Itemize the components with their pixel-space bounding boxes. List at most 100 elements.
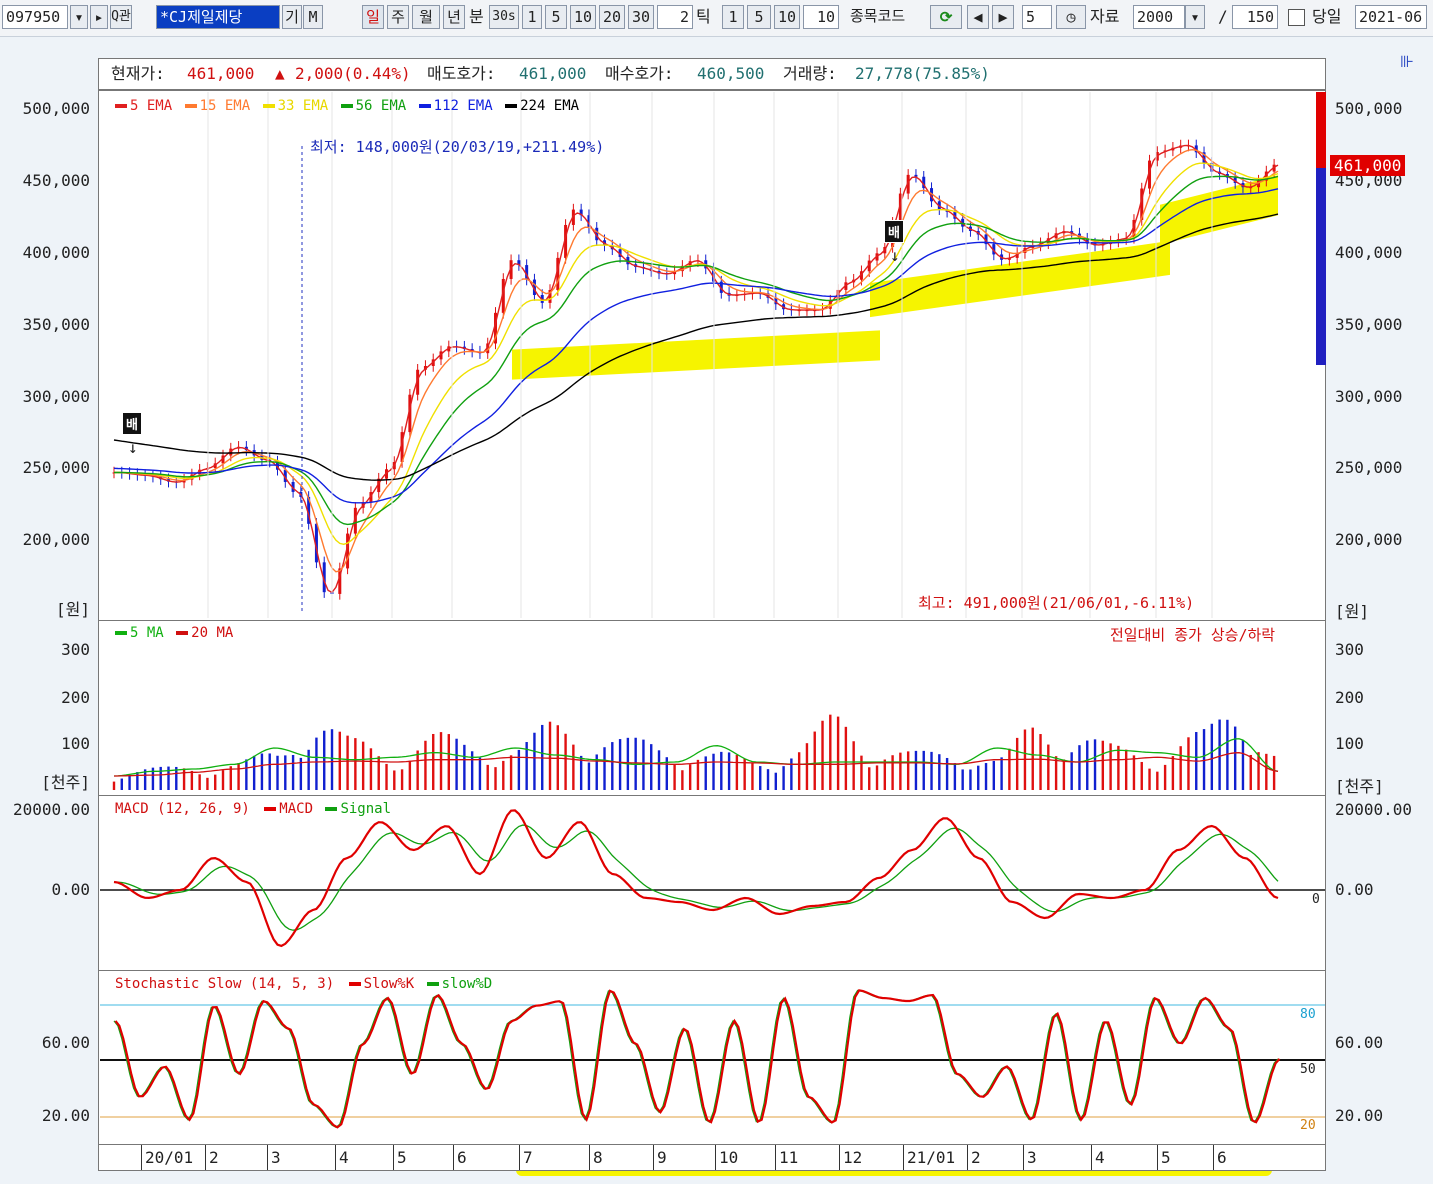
ema-line-33 (114, 162, 1279, 546)
next-icon[interactable]: ▶ (992, 5, 1014, 29)
gi-button[interactable]: 기 (282, 5, 302, 29)
period-day-button[interactable]: 일 (362, 5, 384, 29)
volume-bar (439, 732, 443, 790)
clock-icon[interactable]: ◷ (1056, 5, 1086, 29)
volume-bar (354, 738, 357, 790)
stoch-ytick-left: 60.00 (41, 1033, 90, 1052)
today-checkbox[interactable] (1288, 9, 1305, 26)
dropdown-arrow-icon[interactable]: ▾ (70, 5, 88, 29)
volume-bar (447, 734, 450, 790)
tick1-button[interactable]: 1 (722, 5, 744, 29)
stock-code-input[interactable]: 097950 (2, 5, 68, 29)
down-arrow-icon: ↓ (890, 246, 900, 265)
play-icon[interactable]: ▸ (90, 5, 108, 29)
x-tick: 5 (393, 1145, 407, 1170)
price-candle-body (400, 432, 404, 463)
volume-bar (906, 751, 910, 790)
volume-bar (790, 758, 793, 790)
volume-bar (151, 767, 155, 790)
tick10-button[interactable]: 10 (774, 5, 800, 29)
price-candle-body (532, 279, 536, 296)
volume-bar (945, 757, 949, 790)
price-candle-body (859, 271, 863, 280)
current-price-label: 현재가: (111, 64, 165, 83)
price-candle-body (618, 249, 622, 257)
volume-bar (112, 781, 116, 790)
volume-bar (245, 759, 248, 790)
legend-ma20: 20 MA (191, 625, 234, 641)
price-candle-body (338, 568, 342, 594)
period-week-button[interactable]: 주 (387, 5, 409, 29)
view-count-input[interactable]: 150 (1232, 5, 1278, 29)
volume-bar (759, 766, 762, 790)
price-candle-body (914, 174, 918, 177)
min1-button[interactable]: 1 (522, 5, 542, 29)
volume-bar (984, 763, 988, 790)
macd-ytick-right: 20000.00 (1335, 800, 1413, 819)
macd-panel[interactable] (98, 795, 1326, 971)
ema-line-5 (114, 144, 1279, 594)
step-input[interactable]: 5 (1022, 5, 1052, 29)
settings-icon[interactable]: ⊪ (1400, 52, 1414, 71)
price-candle-body (587, 215, 591, 228)
price-candle-body (291, 482, 295, 492)
volume-bar (1241, 740, 1245, 790)
volume-bar (969, 769, 972, 790)
price-candle-body (517, 260, 521, 266)
change-value: 2,000(0.44%) (295, 64, 411, 83)
macd-title: MACD (12, 26, 9) (115, 801, 250, 817)
legend-ema15: 15 EMA (199, 98, 251, 114)
volume-bar (1015, 737, 1019, 790)
search-icon[interactable]: Q관 (110, 5, 132, 29)
data-count-select[interactable]: 2000 (1133, 5, 1185, 29)
price-candle-body (416, 369, 420, 395)
chevron-down-icon[interactable]: ▾ (1185, 5, 1205, 29)
tick-count-input[interactable]: 10 (803, 5, 839, 29)
period-year-button[interactable]: 년 (443, 5, 465, 29)
date-input[interactable]: 2021-06 (1355, 5, 1427, 29)
stoch-legend: Stochastic Slow (14, 5, 3) Slow%K slow%D (115, 976, 492, 992)
tick-input[interactable]: 2 (657, 5, 693, 29)
company-name-field[interactable]: *CJ제일제당 (156, 5, 280, 29)
volume-bar (377, 756, 380, 790)
volume-bar (346, 735, 349, 790)
down-arrow-icon: ↓ (128, 438, 138, 457)
minute-label: 분 (469, 7, 484, 26)
volume-bar (891, 755, 894, 790)
volume-bar (930, 751, 933, 790)
min20-button[interactable]: 20 (599, 5, 625, 29)
m-button[interactable]: M (303, 5, 323, 29)
volume-unit-right: [천주] (1335, 777, 1384, 796)
data-label: 자료 (1090, 7, 1120, 26)
volume-bar (1140, 761, 1143, 790)
x-tick: 2 (967, 1145, 981, 1170)
refresh-icon[interactable]: ⟳ (930, 5, 962, 29)
volume-bar (797, 752, 801, 790)
volume-bar (1179, 746, 1182, 790)
volume-bar (1265, 753, 1268, 790)
min30-button[interactable]: 30 (628, 5, 654, 29)
tick5-button[interactable]: 5 (747, 5, 771, 29)
volume-panel[interactable] (98, 620, 1326, 796)
price-candle-body (369, 492, 373, 503)
volume-bar (299, 757, 303, 790)
period-month-button[interactable]: 월 (412, 5, 440, 29)
s30-button[interactable]: 30s (489, 5, 519, 29)
volume-bar (400, 769, 404, 790)
volume-bar (579, 755, 583, 790)
x-tick: 3 (1023, 1145, 1037, 1170)
x-tick: 12 (839, 1145, 862, 1170)
price-candle-body (556, 257, 560, 290)
min5-button[interactable]: 5 (545, 5, 567, 29)
price-ytick-left: 400,000 (22, 243, 90, 262)
price-candle-body (564, 224, 568, 258)
volume-bar (486, 764, 489, 790)
prev-icon[interactable]: ◀ (967, 5, 989, 29)
stoch-k-line (114, 989, 1281, 1129)
volume-ma5-line (113, 738, 1279, 777)
volume-bar (844, 726, 848, 790)
min10-button[interactable]: 10 (570, 5, 596, 29)
volume-bar (260, 753, 264, 790)
volume-bar (650, 744, 653, 790)
volume-bar (1078, 745, 1081, 790)
